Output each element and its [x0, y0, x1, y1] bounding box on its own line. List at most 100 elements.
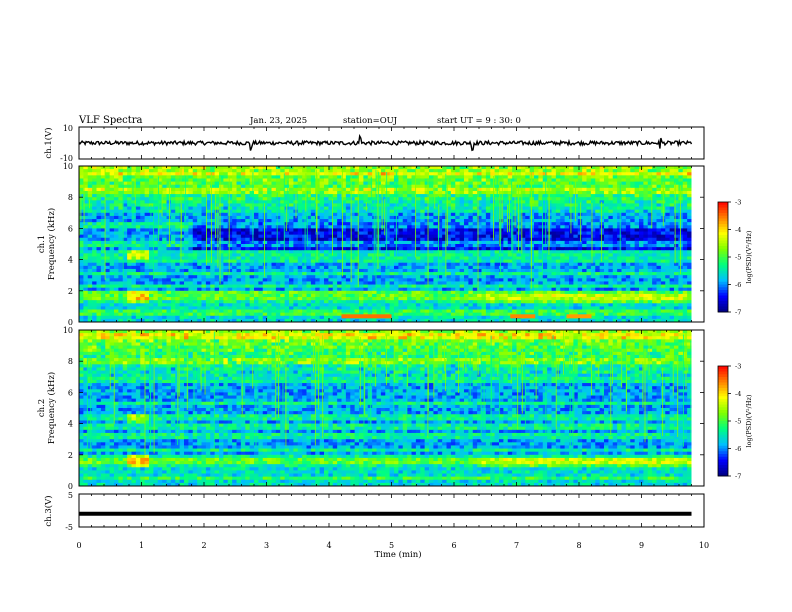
- spec-cell: [144, 169, 150, 173]
- spec-cell: [472, 244, 478, 248]
- spec-cell: [450, 190, 456, 195]
- spec-cell: [385, 172, 391, 176]
- spec-cell: [538, 178, 544, 182]
- spec-cell: [254, 169, 259, 173]
- spec-cell: [630, 212, 636, 217]
- spec-cell: [166, 206, 172, 211]
- spec-cell: [551, 228, 557, 232]
- spec-cell: [656, 240, 662, 245]
- spec-cell: [324, 253, 329, 257]
- spec-cell: [236, 244, 242, 248]
- spec-cell: [647, 181, 653, 186]
- spec-cell: [258, 172, 264, 176]
- spec-cell: [140, 215, 146, 220]
- spec-cell: [639, 247, 644, 251]
- spec-cell: [127, 228, 132, 232]
- spec-cell: [599, 262, 605, 267]
- spec-cell: [236, 259, 242, 264]
- spec-cell: [280, 237, 286, 242]
- spec-cell: [332, 247, 338, 251]
- spec-cell: [643, 206, 649, 211]
- spec-cell: [560, 184, 566, 189]
- spec-cell: [402, 262, 408, 267]
- spec-cell: [205, 222, 211, 226]
- spec-cell: [503, 262, 509, 267]
- spec-cell: [127, 172, 132, 176]
- spec-cell: [477, 190, 482, 195]
- spec-cell: [302, 240, 307, 245]
- spec-cell: [477, 256, 482, 260]
- spec-cell: [149, 184, 154, 189]
- spec-cell: [337, 272, 342, 276]
- spec-cell: [188, 206, 194, 211]
- spec-cell: [201, 222, 207, 226]
- spec-cell: [219, 272, 224, 276]
- spec-cell: [284, 231, 290, 236]
- spec-cell: [656, 231, 662, 236]
- spec-cell: [604, 197, 609, 201]
- spec-cell: [437, 200, 443, 204]
- spec-cell: [442, 172, 447, 176]
- spec-cell: [595, 256, 601, 260]
- spec-cell: [210, 265, 216, 270]
- spec-cell: [236, 268, 242, 273]
- spec-cell: [166, 169, 172, 173]
- spec-cell: [617, 175, 622, 179]
- spec-cell: [459, 272, 465, 276]
- spec-cell: [122, 172, 128, 176]
- spec-cell: [341, 268, 347, 273]
- spec-cell: [109, 237, 115, 242]
- spec-cell: [551, 194, 557, 198]
- spec-cell: [442, 222, 447, 226]
- spec-cell: [289, 206, 294, 211]
- spec-cell: [293, 250, 299, 254]
- spec-cell: [175, 253, 181, 257]
- spec-cell: [367, 184, 373, 189]
- spec-cell: [433, 206, 439, 211]
- spec-cell: [289, 215, 294, 220]
- spec-cell: [83, 212, 89, 217]
- spec-cell: [188, 228, 194, 232]
- spec-cell: [490, 247, 496, 251]
- spec-cell: [214, 178, 220, 182]
- spec-cell: [267, 262, 272, 267]
- spec-cell: [114, 250, 119, 254]
- spec-cell: [564, 181, 570, 186]
- spec-cell: [464, 194, 469, 198]
- spec-cell: [520, 206, 526, 211]
- spec-cell: [341, 219, 347, 223]
- spec-cell: [555, 262, 561, 267]
- spec-cell: [385, 169, 391, 173]
- spec-cell: [254, 268, 259, 273]
- spec-cell: [407, 272, 412, 276]
- spec-cell: [630, 190, 636, 195]
- spec-cell: [170, 253, 176, 257]
- spec-cell: [573, 231, 579, 236]
- spec-cell: [560, 222, 566, 226]
- spec-cell: [630, 203, 636, 207]
- spec-cell: [310, 219, 316, 223]
- spec-cell: [538, 265, 544, 270]
- spec-cell: [319, 222, 325, 226]
- spec-cell: [170, 166, 176, 170]
- spec-cell: [245, 262, 251, 267]
- spec-cell: [442, 187, 447, 192]
- spec-cell: [612, 272, 618, 276]
- spec-cell: [149, 178, 154, 182]
- spec-cell: [586, 234, 592, 239]
- spec-cell: [197, 250, 202, 254]
- spec-cell: [87, 166, 93, 170]
- spec-cell: [310, 244, 316, 248]
- spec-cell: [407, 265, 412, 270]
- spec-cell: [210, 172, 216, 176]
- spec-cell: [682, 209, 688, 214]
- spec-cell: [92, 203, 97, 207]
- spec-cell: [639, 225, 644, 229]
- spec-cell: [236, 237, 242, 242]
- spec-cell: [389, 234, 395, 239]
- spec-cell: [424, 200, 430, 204]
- spec-cell: [503, 253, 509, 257]
- spec-cell: [647, 228, 653, 232]
- spec-cell: [162, 250, 167, 254]
- spec-cell: [249, 225, 255, 229]
